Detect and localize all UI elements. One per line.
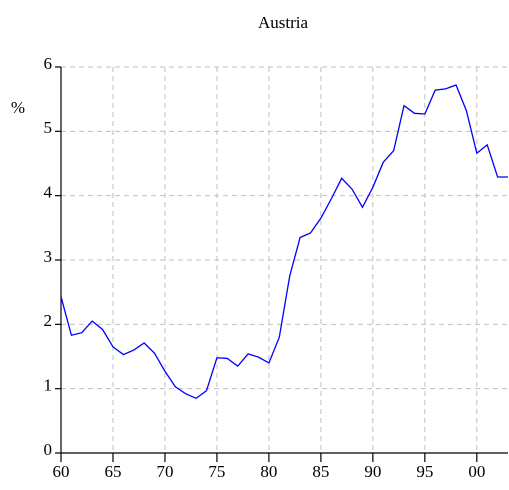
y-tick-label: 1 [44,376,53,395]
data-line [60,84,508,400]
x-tick-label: 75 [208,462,225,481]
y-tick-label: 6 [44,54,53,73]
x-tick-label: 00 [468,462,485,481]
x-tick-label: 85 [312,462,329,481]
x-tick-label: 60 [53,462,70,481]
y-tick-label: 3 [44,247,53,266]
y-tick-label: 0 [44,440,53,459]
x-tick-label: 80 [260,462,277,481]
x-tick-label: 70 [156,462,173,481]
x-tick-label: 95 [416,462,433,481]
y-tick-label: 2 [44,311,53,330]
y-tick-label: 4 [44,183,53,202]
y-tick-label: 5 [44,118,53,137]
x-tick-label: 65 [104,462,121,481]
y-axis-label: % [11,98,25,117]
x-tick-label: 90 [364,462,381,481]
chart-title: Austria [258,13,309,32]
